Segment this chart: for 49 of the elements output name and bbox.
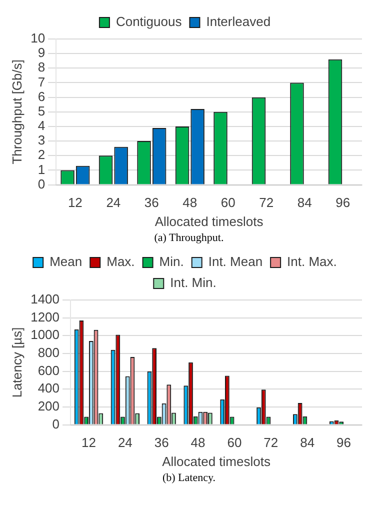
- x-tick-label: 96: [336, 435, 352, 450]
- x-tick-label: 24: [106, 195, 121, 210]
- text: (b) Latency.: [161, 472, 217, 484]
- legend-label: Mean: [50, 254, 82, 270]
- y-tick-label: 7: [38, 74, 46, 90]
- legend-label: Min.: [159, 254, 184, 270]
- y-tick-label: 10: [30, 30, 46, 46]
- x-tick-label: 12: [68, 195, 82, 210]
- legend-label: Max.: [106, 254, 135, 270]
- y-tick-label: 1200: [30, 309, 60, 324]
- text: (a) Throughput.: [153, 232, 225, 244]
- x-tick-label: 72: [259, 195, 274, 210]
- x-tick-label: 84: [297, 195, 312, 210]
- x-axis-title: Allocated timeslots: [162, 454, 271, 469]
- x-tick-label: 36: [144, 195, 159, 210]
- y-axis-title: Latency [µs]: [9, 327, 24, 398]
- y-tick-label: 600: [38, 362, 60, 378]
- x-tick-label: 84: [300, 435, 315, 450]
- x-tick-label: 60: [220, 195, 236, 210]
- x-tick-label: 60: [227, 435, 242, 450]
- x-tick-label: 36: [154, 435, 169, 450]
- y-tick-label: 9: [38, 45, 46, 60]
- y-tick-label: 200: [38, 398, 60, 414]
- x-axis-title: Allocated timeslots: [154, 214, 264, 229]
- x-tick-label: 48: [182, 195, 198, 210]
- y-tick-label: 2: [38, 147, 46, 162]
- y-tick-label: 4: [38, 118, 46, 134]
- legend-label: Int. Min.: [170, 275, 216, 290]
- x-tick-label: 96: [336, 195, 350, 210]
- legend-label: Contiguous: [116, 14, 182, 30]
- x-tick-label: 12: [82, 435, 96, 450]
- y-axis-title: Throughput [Gb/s]: [9, 60, 24, 164]
- y-tick-label: 8: [38, 60, 46, 75]
- legend-label: Int. Mean: [208, 254, 263, 270]
- y-tick-label: 1000: [30, 327, 60, 342]
- legend-label: Int. Max.: [287, 254, 337, 270]
- x-tick-label: 24: [118, 435, 132, 450]
- x-tick-label: 72: [264, 435, 278, 450]
- y-tick-label: 0: [38, 176, 46, 192]
- legend-label: Interleaved: [206, 14, 271, 30]
- y-tick-label: 800: [38, 345, 60, 360]
- y-tick-label: 6: [38, 88, 46, 104]
- y-tick-label: 1400: [30, 292, 60, 307]
- y-tick-label: 1: [38, 162, 46, 177]
- x-tick-label: 48: [190, 435, 206, 450]
- y-tick-label: 400: [38, 380, 60, 396]
- y-tick-label: 3: [38, 132, 46, 148]
- y-tick-label: 5: [38, 103, 46, 118]
- y-tick-label: 0: [52, 416, 60, 432]
